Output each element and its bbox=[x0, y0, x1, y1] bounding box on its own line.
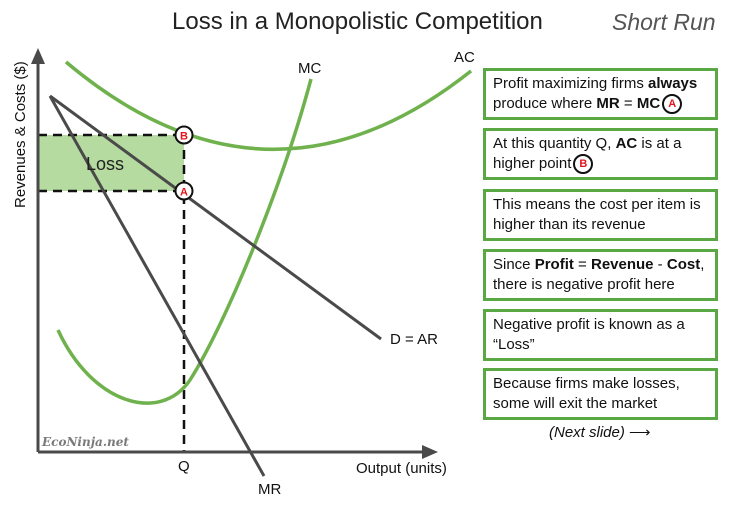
note-box-5: Negative profit is known as a “Loss” bbox=[483, 309, 718, 361]
note-4-bold-revenue: Revenue bbox=[590, 256, 654, 273]
next-slide-link[interactable]: (Next slide) ⟶ bbox=[549, 423, 651, 441]
y-axis-label: Revenues & Costs ($) bbox=[12, 61, 29, 208]
note-4-bold-profit: Profit bbox=[534, 256, 574, 273]
note-4-bold-cost: Cost bbox=[666, 256, 701, 273]
note-1-badge-a: A bbox=[662, 94, 683, 115]
note-box-4: Since Profit = Revenue - Cost, there is … bbox=[483, 249, 718, 301]
note-box-1: Profit maximizing firms always produce w… bbox=[483, 68, 718, 120]
note-4-text-3: - bbox=[653, 256, 667, 273]
x-axis-arrow bbox=[422, 445, 438, 459]
note-4-text-4: , there is negative profit here bbox=[493, 256, 705, 293]
mr-line bbox=[48, 95, 266, 477]
note-2-text-2: is at a higher point bbox=[493, 135, 682, 172]
page-subtitle: Short Run bbox=[612, 9, 716, 35]
note-box-6: Because firms make losses, some will exi… bbox=[483, 368, 718, 420]
note-1-text-2: produce where bbox=[493, 95, 597, 112]
note-1-bold-mc: MC bbox=[636, 95, 661, 112]
loss-label: Loss bbox=[86, 154, 124, 174]
loss-area bbox=[38, 135, 184, 191]
econinja-watermark: EcoNinja.net bbox=[41, 435, 129, 449]
demand-line bbox=[49, 94, 382, 341]
note-2-text: At this quantity Q, bbox=[493, 135, 616, 152]
ac-curve bbox=[64, 60, 473, 151]
note-1-bold-mr: MR bbox=[596, 95, 620, 112]
note-4-text-2: = bbox=[573, 256, 591, 273]
point-a-text: A bbox=[180, 187, 188, 199]
mc-label: MC bbox=[298, 60, 321, 77]
next-slide-label: (Next slide) bbox=[549, 424, 625, 441]
note-4-text: Since bbox=[493, 256, 535, 273]
point-b-text: B bbox=[180, 131, 188, 143]
note-2-badge-b: B bbox=[573, 154, 594, 175]
mc-curve bbox=[56, 78, 313, 405]
note-1-text: Profit maximizing firms bbox=[493, 75, 649, 92]
note-5-text: Negative profit is known as a “Loss” bbox=[493, 316, 685, 353]
point-b-marker: B bbox=[174, 125, 194, 145]
note-1-text-3: = bbox=[619, 95, 637, 112]
point-a-marker: A bbox=[174, 181, 194, 201]
demand-label: D = AR bbox=[390, 331, 438, 348]
arrow-right-icon: ⟶ bbox=[629, 424, 651, 441]
y-axis-arrow bbox=[31, 48, 45, 64]
note-box-2: At this quantity Q, AC is at a higher po… bbox=[483, 128, 718, 180]
mr-label: MR bbox=[258, 481, 281, 498]
note-3-text: This means the cost per item is higher t… bbox=[493, 196, 701, 233]
x-axis-label: Output (units) bbox=[356, 460, 447, 477]
quantity-label: Q bbox=[178, 458, 190, 475]
note-1-bold-always: always bbox=[648, 75, 698, 92]
ac-label: AC bbox=[454, 49, 475, 66]
page-title: Loss in a Monopolistic Competition bbox=[172, 8, 543, 35]
note-6-text: Because firms make losses, some will exi… bbox=[493, 375, 680, 412]
note-2-bold-ac: AC bbox=[615, 135, 638, 152]
note-box-3: This means the cost per item is higher t… bbox=[483, 189, 718, 241]
